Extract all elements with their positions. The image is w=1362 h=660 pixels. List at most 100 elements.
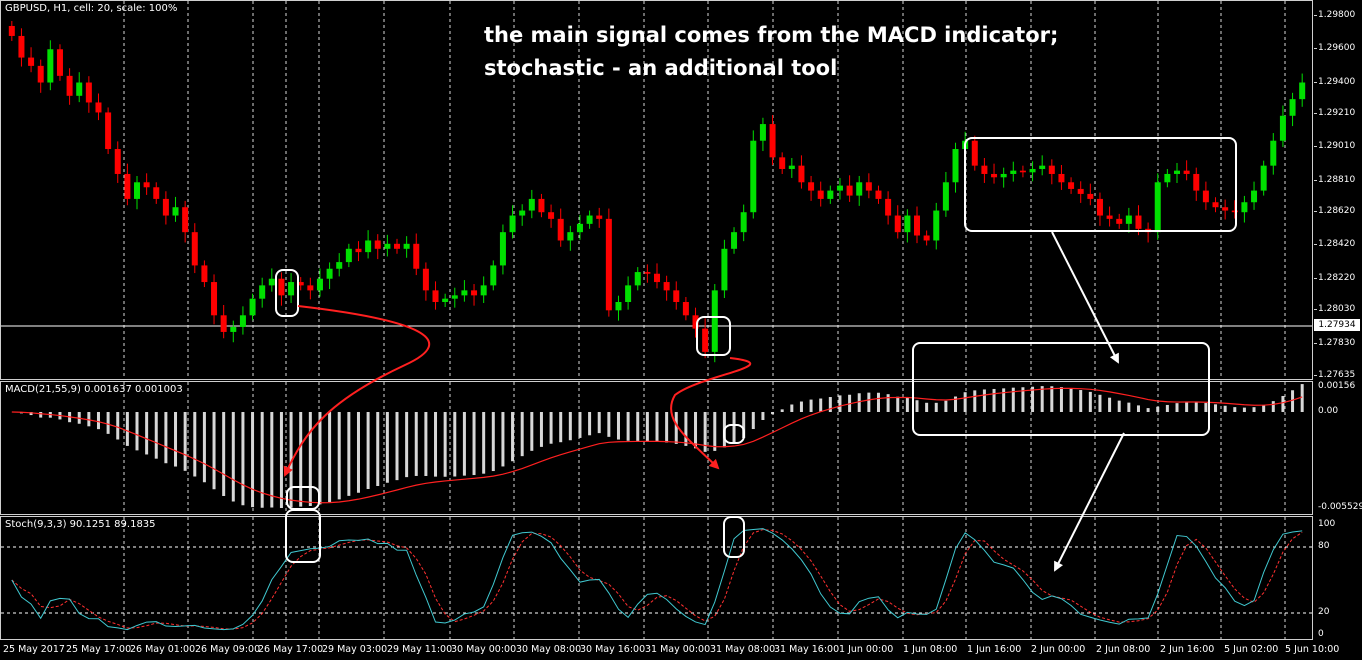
- bear-candle: [374, 240, 381, 249]
- bear-candle: [278, 278, 285, 296]
- bear-candle: [297, 282, 304, 286]
- bull-candle: [336, 262, 343, 269]
- bear-candle: [162, 198, 169, 216]
- bull-candle: [451, 295, 458, 299]
- price-tick-label: 1.29800: [1318, 10, 1356, 20]
- bear-candle: [211, 282, 218, 316]
- time-tick-label: 31 May 16:00: [774, 644, 840, 655]
- bull-candle: [1164, 173, 1171, 183]
- bull-candle: [259, 285, 266, 299]
- stoch-tick-label: 0: [1318, 629, 1324, 639]
- bull-candle: [1251, 190, 1258, 203]
- macd-histogram: [11, 382, 1304, 514]
- bear-candle: [153, 187, 160, 199]
- annotation-line-1: the main signal comes from the MACD indi…: [484, 23, 1059, 47]
- bear-candle: [1135, 215, 1142, 229]
- bull-candle: [962, 140, 969, 150]
- bear-candle: [1068, 182, 1075, 189]
- bear-candle: [1087, 193, 1094, 199]
- price-tick: [1314, 277, 1317, 279]
- time-tick-label: 30 May 00:00: [451, 644, 517, 655]
- bear-candle: [557, 218, 564, 241]
- price-scale[interactable]: 1.29800 1.29600 1.29400 1.29210 1.29010 1.288…: [1314, 0, 1362, 380]
- stoch-tick-label: 100: [1318, 519, 1336, 529]
- bull-candle: [567, 232, 574, 241]
- bear-candle: [471, 290, 478, 296]
- time-axis[interactable]: 25 May 2017 25 May 17:00 26 May 01:00 26 Ma…: [0, 640, 1362, 660]
- bear-candle: [66, 75, 73, 96]
- price-tick-label: 1.28620: [1318, 206, 1356, 217]
- bear-candle: [394, 243, 400, 249]
- bear-candle: [885, 198, 892, 216]
- bull-candle: [1270, 140, 1277, 166]
- bull-candle: [1241, 202, 1248, 213]
- price-tick-label: 1.29010: [1318, 141, 1356, 152]
- price-tick: [1314, 375, 1317, 376]
- bear-candle: [538, 198, 545, 213]
- time-tick-label: 31 May 08:00: [710, 644, 776, 655]
- bull-candle: [1000, 173, 1007, 178]
- price-tick: [1314, 342, 1317, 344]
- bull-candle: [442, 298, 449, 303]
- bear-candle: [1183, 170, 1190, 174]
- bull-candle: [268, 278, 275, 286]
- stochastic-panel[interactable]: Stoch(9,3,3) 90.1251 89.1835: [0, 516, 1313, 640]
- bull-candle: [480, 285, 487, 296]
- macd-panel[interactable]: MACD(21,55,9) 0.001637 0.001003: [0, 381, 1313, 515]
- bear-candle: [808, 182, 815, 191]
- bear-candle: [991, 173, 998, 178]
- bear-candle: [95, 102, 102, 113]
- bull-candle: [326, 268, 333, 279]
- bear-candle: [682, 302, 689, 316]
- stoch-tick-label: 20: [1318, 607, 1330, 617]
- price-tick-label: 1.27830: [1318, 337, 1356, 348]
- time-tick-label: 5 Jun 10:00: [1285, 644, 1340, 655]
- bull-candle: [509, 215, 516, 233]
- bear-candle: [654, 273, 660, 283]
- bull-candle: [952, 149, 959, 183]
- bull-candle: [634, 272, 641, 286]
- time-tick-label: 29 May 03:00: [322, 644, 388, 655]
- time-tick-label: 26 May 17:00: [258, 644, 324, 655]
- bull-candle: [1039, 165, 1046, 169]
- time-tick-label: 25 May 17:00: [66, 644, 132, 655]
- bull-candle: [1010, 170, 1017, 174]
- bear-candle: [191, 232, 198, 266]
- bear-candle: [422, 268, 429, 291]
- bear-candle: [548, 212, 555, 219]
- bull-candle: [461, 290, 468, 296]
- bear-candle: [596, 215, 603, 219]
- stoch-scale[interactable]: 100 80 20 0: [1314, 516, 1362, 640]
- bull-candle: [904, 215, 911, 233]
- time-tick-label: 1 Jun 16:00: [967, 644, 1022, 655]
- bear-candle: [914, 215, 920, 236]
- price-tick-label: 1.29600: [1318, 43, 1356, 54]
- bull-candle: [827, 190, 834, 199]
- bear-candle: [432, 290, 439, 303]
- bear-candle: [56, 49, 63, 76]
- bull-candle: [856, 182, 863, 196]
- bull-candle: [1029, 168, 1036, 173]
- bear-candle: [307, 285, 314, 291]
- bull-candle: [1174, 170, 1180, 174]
- bear-candle: [37, 65, 44, 83]
- symbol-label: GBPUSD, H1, cell: 20, scale: 100%: [5, 3, 178, 14]
- chart-annotation: the main signal comes from the MACD indi…: [484, 19, 1058, 85]
- time-tick-label: 26 May 09:00: [195, 644, 261, 655]
- bear-candle: [1145, 228, 1152, 233]
- bear-candle: [1212, 202, 1219, 208]
- price-chart-panel[interactable]: GBPUSD, H1, cell: 20, scale: 100% the ma…: [0, 0, 1313, 380]
- bear-candle: [894, 215, 901, 233]
- bear-candle: [981, 165, 988, 174]
- price-tick-label: 1.27635: [1318, 370, 1356, 380]
- bull-candle: [134, 182, 140, 199]
- bull-candle: [1154, 182, 1161, 233]
- price-tick: [1314, 146, 1317, 148]
- bear-candle: [865, 182, 872, 191]
- bear-candle: [1019, 170, 1026, 173]
- bear-candle: [201, 265, 208, 283]
- bear-candle: [1106, 215, 1113, 219]
- bull-candle: [76, 82, 83, 96]
- stoch-tick-label: 80: [1318, 541, 1330, 551]
- macd-scale[interactable]: 0.00156 0.00 -0.005529: [1314, 381, 1362, 515]
